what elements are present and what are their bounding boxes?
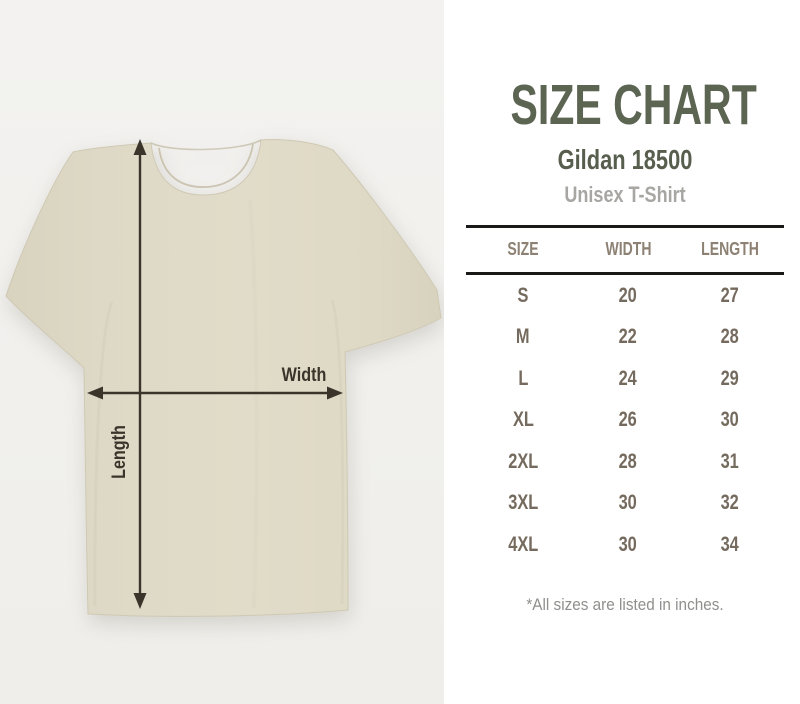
length-cell: 27 [720, 283, 740, 307]
table-row: 3XL 30 32 [466, 482, 784, 524]
column-header-size: SIZE [507, 239, 539, 260]
width-cell: 28 [619, 449, 638, 473]
length-cell: 31 [720, 449, 740, 473]
size-table: SIZE WIDTH LENGTH S 20 27 M 22 28 L 24 2… [466, 224, 784, 566]
size-cell: S [517, 283, 529, 307]
width-arrow [87, 386, 343, 400]
page-title: SIZE CHART [510, 73, 757, 137]
length-label: Length [109, 425, 130, 479]
product-name: Gildan 18500 [557, 143, 693, 175]
product-subtitle: Unisex T-Shirt [564, 181, 686, 207]
column-header-length: LENGTH [701, 239, 759, 260]
width-cell: 24 [619, 366, 638, 390]
table-row: 2XL 28 31 [466, 441, 784, 483]
size-cell: M [516, 325, 531, 349]
width-cell: 20 [619, 283, 638, 307]
size-cell: XL [512, 408, 534, 432]
shirt-shape [5, 139, 442, 617]
footnote: *All sizes are listed in inches. [526, 595, 724, 615]
table-row: L 24 29 [466, 358, 784, 400]
table-row: 4XL 30 34 [466, 524, 784, 566]
length-cell: 34 [720, 532, 740, 556]
length-cell: 32 [720, 491, 740, 515]
table-row: XL 26 30 [466, 399, 784, 441]
size-cell: L [518, 366, 529, 390]
width-cell: 30 [619, 491, 638, 515]
table-row: S 20 27 [466, 275, 784, 317]
tshirt-photo: Width Length [0, 0, 444, 704]
size-chart-panel: SIZE CHART Gildan 18500 Unisex T-Shirt S… [444, 0, 800, 704]
length-cell: 29 [720, 366, 740, 390]
column-header-width: WIDTH [605, 239, 652, 260]
length-cell: 28 [720, 325, 740, 349]
length-cell: 30 [720, 408, 740, 432]
length-arrow [133, 139, 147, 609]
table-row: M 22 28 [466, 316, 784, 358]
tshirt-illustration [5, 139, 442, 617]
size-cell: 4XL [508, 532, 539, 556]
width-label: Width [281, 365, 327, 386]
size-cell: 3XL [508, 491, 539, 515]
width-cell: 22 [619, 325, 638, 349]
width-cell: 26 [619, 408, 638, 432]
size-cell: 2XL [508, 449, 539, 473]
width-cell: 30 [619, 532, 638, 556]
table-header-row: SIZE WIDTH LENGTH [466, 228, 784, 275]
